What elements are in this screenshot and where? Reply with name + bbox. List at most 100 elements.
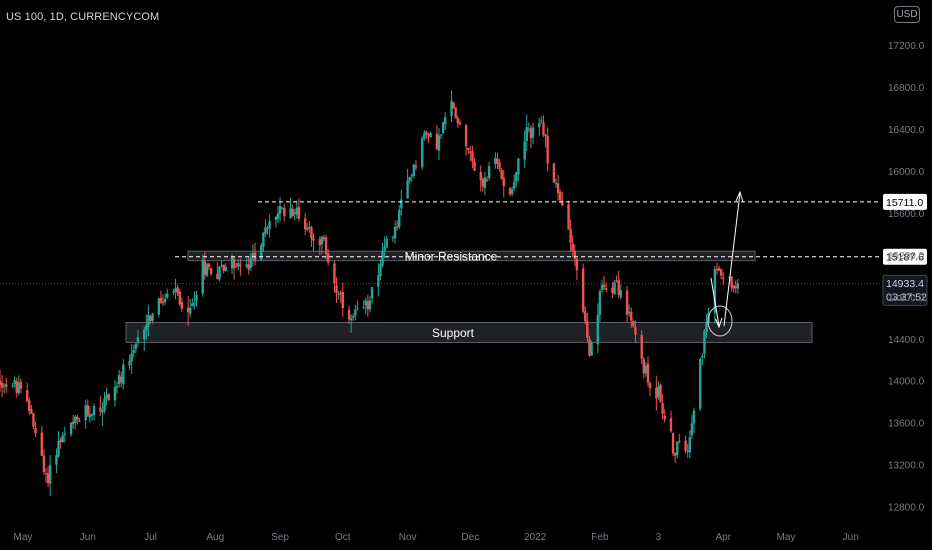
candle-body — [717, 268, 721, 271]
candle-body — [586, 320, 589, 338]
candle-body — [159, 297, 163, 303]
minor-resistance-label: Minor Resistance — [405, 249, 498, 263]
candle-body — [180, 302, 184, 309]
candle-body — [517, 158, 520, 175]
candle-body — [107, 393, 110, 400]
candle-body — [575, 258, 579, 271]
candle-body — [370, 287, 374, 299]
candle-body — [554, 183, 558, 185]
candle-body — [502, 177, 505, 187]
candle-body — [368, 300, 372, 310]
candle-body — [203, 261, 207, 275]
candle-body — [115, 386, 119, 388]
candle-body — [625, 290, 629, 315]
candle-body — [216, 273, 219, 280]
candle-body — [291, 208, 294, 217]
support-zone — [125, 322, 813, 343]
candle-body — [245, 264, 248, 267]
candle-body — [561, 200, 564, 206]
candle-body — [46, 473, 50, 483]
candle-body — [364, 300, 367, 306]
candle-body — [356, 307, 359, 309]
candle-body — [600, 285, 604, 291]
y-tick-label: 15600.0 — [888, 209, 925, 220]
candle-body — [705, 321, 708, 332]
candle-body — [176, 287, 179, 294]
candle-body — [602, 284, 606, 288]
candle-body — [103, 398, 106, 412]
candle-body — [251, 252, 255, 258]
candle-body — [615, 280, 618, 282]
candle-body — [11, 385, 14, 387]
candle-body — [500, 170, 503, 180]
candle-body — [5, 384, 8, 387]
candle-body — [473, 161, 476, 171]
candle-body — [224, 266, 227, 272]
resistance-high-tag-text: 15711.0 — [886, 197, 923, 209]
candle-body — [32, 413, 35, 427]
candle-body — [471, 150, 474, 162]
candle-body — [366, 301, 370, 310]
candle-body — [567, 204, 570, 230]
candle-body — [571, 243, 574, 251]
candle-body — [318, 239, 322, 246]
candle-body — [145, 325, 148, 331]
candle-body — [648, 382, 652, 389]
down-arrow-line — [710, 277, 720, 327]
candle-body — [239, 265, 242, 267]
candle-body — [172, 291, 175, 293]
candle-body — [414, 165, 418, 168]
candle-body — [450, 100, 453, 117]
candle-body — [268, 221, 271, 229]
candle-body — [189, 307, 192, 314]
candle-body — [527, 128, 531, 130]
candle-body — [617, 280, 620, 295]
candle-body — [143, 329, 146, 340]
x-tick-label: 3 — [656, 532, 662, 543]
candle-body — [222, 264, 225, 271]
candle-body — [496, 158, 499, 164]
candle-body — [209, 268, 213, 274]
candle-body — [736, 283, 740, 289]
candle-body — [163, 298, 167, 303]
target-circle — [707, 305, 733, 337]
candle-body — [676, 441, 679, 456]
candle-body — [627, 311, 631, 314]
x-tick-label: Dec — [461, 532, 479, 543]
candle-body — [400, 199, 403, 209]
candle-body — [398, 209, 401, 227]
candle-body — [117, 374, 121, 385]
currency-badge[interactable]: USD — [894, 6, 920, 23]
candle-body — [657, 386, 660, 398]
candle-body — [0, 383, 4, 388]
candle-body — [678, 440, 681, 442]
candle-body — [61, 435, 64, 443]
candle-body — [427, 134, 430, 136]
x-tick-label: 2022 — [524, 532, 547, 543]
current-price-tag-bg — [882, 274, 928, 306]
candle-body — [276, 213, 280, 219]
y-tick-label: 16000.0 — [888, 167, 925, 178]
candle-body — [485, 179, 489, 181]
candle-body — [264, 227, 267, 234]
x-tick-label: Jul — [144, 532, 157, 543]
candle-body — [161, 302, 165, 304]
candle-body — [569, 229, 572, 243]
candle-body — [671, 433, 675, 454]
overlay-layer: Minor Resistance Support 15711.0 15187.6 149… — [175, 190, 928, 340]
candle-body — [701, 355, 704, 358]
candle-body — [673, 452, 677, 456]
candle-body — [634, 327, 637, 335]
y-tick-label: 12800.0 — [888, 503, 925, 514]
candle-body — [201, 259, 204, 294]
down-arrow-head — [715, 317, 723, 329]
candle-body — [234, 266, 238, 268]
up-arrow-head — [735, 190, 744, 203]
candle-body — [483, 177, 487, 188]
candle-body — [333, 263, 336, 284]
candle-body — [295, 208, 299, 215]
candle-body — [661, 402, 664, 414]
candle-body — [703, 331, 706, 354]
candle-body — [408, 177, 411, 181]
